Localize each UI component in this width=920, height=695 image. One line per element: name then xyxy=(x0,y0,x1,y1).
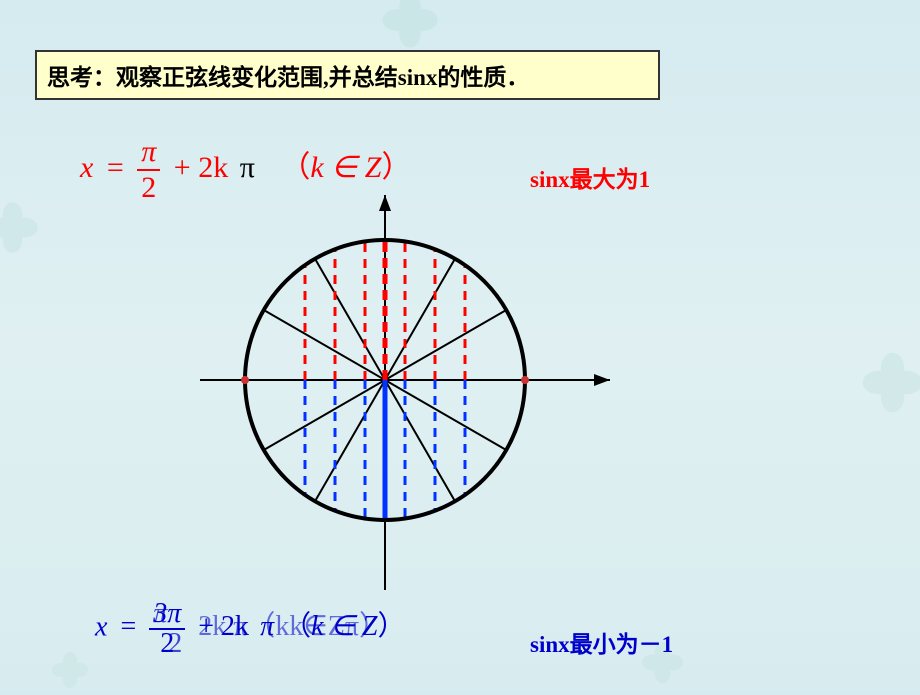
diagram-svg xyxy=(190,195,630,595)
min-label-text: sinx最小为－1 xyxy=(530,632,673,657)
unit-circle-diagram xyxy=(190,195,630,595)
max-label: sinx最大为1 xyxy=(530,160,650,194)
plus-2k: + 2k xyxy=(168,151,228,184)
paren-open: （ xyxy=(266,151,310,184)
garbled-overlay: 2k π（kk∈Zπ） xyxy=(198,604,387,644)
frac-num: π xyxy=(137,135,160,171)
pi-black: π xyxy=(236,151,259,184)
min-label: sinx最小为－1 xyxy=(530,625,673,659)
frac-den: 22 xyxy=(149,630,185,658)
title-text: 思考：观察正弦线变化范围,并总结sinx的性质． xyxy=(47,65,529,90)
formula-max-lhs: x xyxy=(80,151,93,184)
k-in-Z: k ∈ Z xyxy=(310,151,381,184)
frac-num: 3π π xyxy=(149,600,185,630)
title-box: 思考：观察正弦线变化范围,并总结sinx的性质． xyxy=(35,50,660,100)
fraction: π 2 xyxy=(137,135,160,205)
max-label-text: sinx最大为1 xyxy=(530,167,650,192)
fraction: 3π π 22 xyxy=(149,600,185,658)
formula-min-lhs: x xyxy=(95,611,107,642)
paren-close: ） xyxy=(382,151,412,184)
frac-den: 2 xyxy=(137,171,160,205)
formula-min: x = 3π π 22 + 2k π （k ∈ Z） 2k π（kk∈Zπ） xyxy=(95,600,406,658)
equals: = xyxy=(101,151,130,184)
equals: = xyxy=(114,611,142,642)
